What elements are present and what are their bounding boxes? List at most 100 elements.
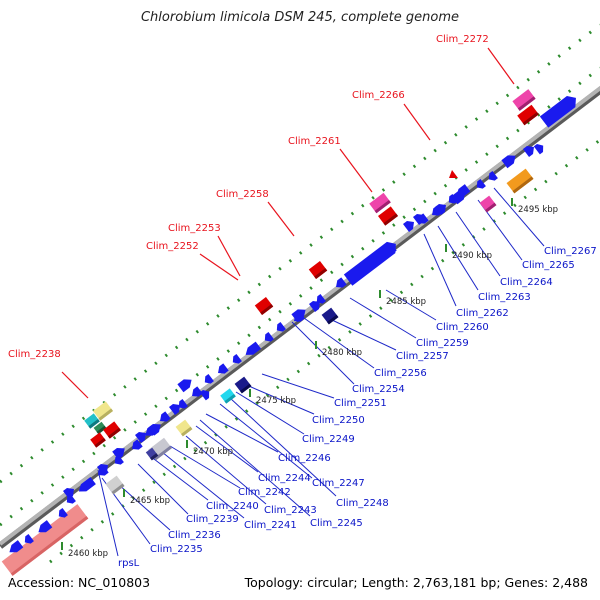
ruler-label-2460: 2460 kbp	[68, 549, 108, 559]
clim-2257-gene	[321, 307, 339, 325]
label-clim-2252: Clim_2252	[146, 241, 199, 252]
clim-2245-gene	[175, 419, 193, 437]
clim-2272-gene	[517, 104, 539, 126]
leader-line	[219, 403, 313, 479]
gene-arrow	[245, 341, 262, 355]
gene-arrow	[192, 386, 203, 397]
gene-arrow	[112, 448, 125, 460]
label-clim-2272: Clim_2272	[436, 34, 489, 45]
leader-line	[349, 297, 417, 339]
clim-2248-gene	[220, 388, 236, 404]
label-clim-2246: Clim_2246	[278, 453, 331, 464]
gene-arrow	[204, 373, 214, 384]
clim-2253-gene	[254, 296, 274, 316]
label-clim-2257: Clim_2257	[396, 351, 449, 362]
leader-line	[97, 469, 119, 557]
gene-arrow	[78, 476, 96, 492]
clim-2258-gene	[308, 260, 328, 280]
gene-arrow	[476, 178, 486, 189]
leader-line	[137, 463, 189, 515]
leader-line	[169, 445, 241, 489]
clim-2262-marker	[479, 195, 497, 213]
gene-arrow	[177, 379, 192, 393]
clim-2238-red-a	[103, 421, 121, 439]
label-clim-2238: Clim_2238	[8, 349, 61, 360]
gene-arrow	[451, 191, 466, 205]
ruler-label-2470: 2470 kbp	[193, 447, 233, 457]
clim-2255-arrow	[343, 241, 396, 286]
leader-line	[291, 321, 355, 385]
map-title: Chlorobium limicola DSM 245, complete ge…	[140, 10, 460, 25]
accession-text: Accession: NC_010803	[8, 575, 151, 590]
clim-2238-green	[93, 421, 107, 435]
leader-line	[199, 253, 239, 281]
genome-summary: Topology: circular; Length: 2,763,181 bp…	[244, 575, 588, 590]
leader-line	[185, 435, 267, 505]
clim-2271-arrow	[539, 95, 576, 128]
leader-line	[303, 317, 375, 369]
gene-arrow	[412, 214, 424, 226]
leader-line	[331, 319, 397, 351]
clim-2261-marker	[369, 192, 391, 214]
label-clim-2248: Clim_2248	[336, 498, 389, 509]
clim-2238-cyan	[84, 413, 100, 429]
label-clim-2249: Clim_2249	[302, 434, 355, 445]
gene-arrow	[199, 390, 210, 401]
gene-arrow	[316, 293, 326, 304]
gene-arrow	[218, 363, 229, 374]
outer-track-line	[0, 23, 600, 484]
ruler-label-2490: 2490 kbp	[452, 251, 492, 261]
gene-arrow	[134, 432, 146, 444]
label-clim-2244: Clim_2244	[258, 473, 311, 484]
label-clim-2258: Clim_2258	[216, 189, 269, 200]
leader-line	[149, 455, 209, 501]
gene-arrow	[232, 353, 242, 364]
gene-arrow	[501, 155, 516, 169]
label-clim-2241: Clim_2241	[244, 520, 297, 531]
label-clim-2243: Clim_2243	[264, 505, 317, 516]
clim-2261-gene	[378, 206, 398, 226]
ruler-label-2465: 2465 kbp	[130, 496, 170, 506]
label-clim-2261: Clim_2261	[288, 136, 341, 147]
clim-2251-arrow	[291, 309, 306, 323]
clim-2264-gene	[506, 168, 534, 194]
label-clim-2247: Clim_2247	[312, 478, 365, 489]
leader-line	[493, 187, 545, 247]
label-clim-2235: Clim_2235	[150, 544, 203, 555]
label-clim-2267: Clim_2267	[544, 246, 597, 257]
label-clim-2259: Clim_2259	[416, 338, 469, 349]
leader-line	[117, 483, 171, 531]
gene-arrow	[178, 398, 188, 409]
leader-line	[403, 103, 431, 141]
label-clim-2242: Clim_2242	[238, 487, 291, 498]
label-clim-2263: Clim_2263	[478, 292, 531, 303]
leader-line	[61, 371, 89, 399]
gene-arrow	[9, 540, 24, 553]
label-clim-2253: Clim_2253	[168, 223, 221, 234]
leader-line	[267, 201, 295, 237]
leader-line	[205, 413, 279, 453]
leader-line	[487, 47, 515, 85]
label-clim-2260: Clim_2260	[436, 322, 489, 333]
label-clim-2266: Clim_2266	[352, 90, 405, 101]
clim-2250-gene	[234, 376, 252, 394]
ruler-label-2495: 2495 kbp	[518, 205, 558, 215]
leader-line	[437, 225, 479, 291]
gene-arrow	[160, 411, 171, 422]
label-clim-2251: Clim_2251	[334, 398, 387, 409]
ruler-label-2480: 2480 kbp	[322, 348, 362, 358]
label-clim-2264: Clim_2264	[500, 277, 553, 288]
leader-line	[229, 397, 337, 497]
clim-2242-end	[145, 447, 159, 461]
clim-2272-marker	[512, 89, 536, 111]
label-clim-2254: Clim_2254	[352, 384, 405, 395]
clim-2238-gray	[105, 475, 125, 495]
clim-2238-red-b	[90, 432, 106, 448]
track-dotted-lines	[0, 23, 600, 564]
clim-2238-yellow	[93, 401, 113, 421]
label-rpsl: rpsL	[118, 558, 140, 569]
gene-arrow	[434, 204, 446, 216]
upper-track-line	[0, 66, 600, 527]
gene-arrow	[24, 533, 34, 544]
gene-arrow	[533, 144, 544, 155]
